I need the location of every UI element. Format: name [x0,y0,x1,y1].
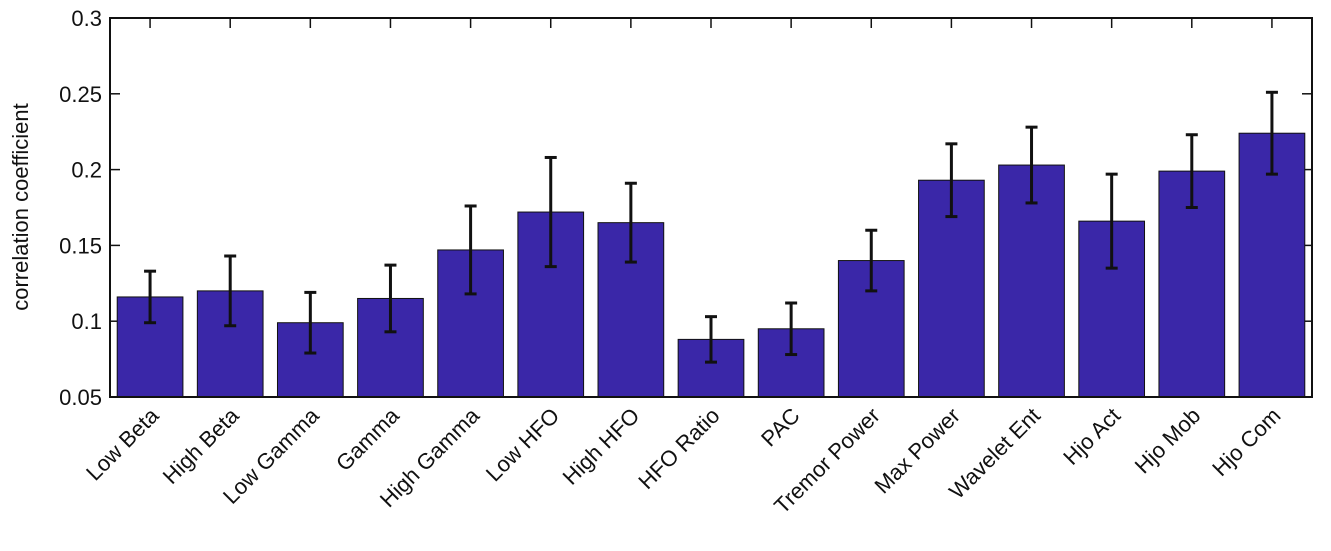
error-bar [144,269,157,325]
x-tick-label: Low Beta [81,402,164,485]
x-tick-label: High Beta [158,402,245,489]
x-tick-label: Hjo Act [1058,403,1125,470]
x-tick-label: Hjo Com [1207,403,1285,481]
error-bar [544,155,557,269]
x-tick-label: PAC [756,403,805,452]
error-bar [1105,172,1118,270]
error-bar [1025,125,1038,205]
error-bar [304,290,317,355]
error-bar [705,315,717,364]
x-tick-label: High HFO [558,403,645,490]
y-tick-label: 0.2 [71,158,102,183]
error-bar [1265,90,1278,176]
error-bar [1185,133,1198,209]
error-bar [865,228,878,293]
error-bar [384,263,397,334]
x-tick-label: Low HFO [481,403,564,486]
error-bar [624,181,637,264]
x-tick-label: Gamma [331,402,405,476]
x-tick-label: Hjo Mob [1130,403,1206,479]
y-tick-label: 0.25 [59,82,102,107]
error-bar [945,142,958,219]
y-tick-label: 0.1 [71,309,102,334]
y-tick-label: 0.15 [59,233,102,258]
y-tick-label: 0.3 [71,6,102,31]
error-bar [785,301,798,357]
y-tick-label: 0.05 [59,385,102,410]
error-bar [464,204,477,296]
error-bar [224,254,237,328]
plot-frame [109,17,1313,398]
x-tick-label: HFO Ratio [633,403,724,494]
y-axis-label: correlation coefficient [8,103,33,311]
